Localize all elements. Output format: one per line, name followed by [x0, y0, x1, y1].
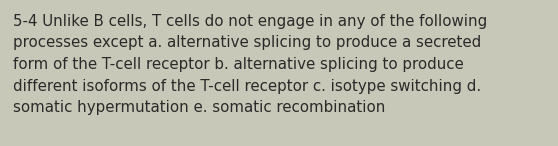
Text: form of the T-cell receptor b. alternative splicing to produce: form of the T-cell receptor b. alternati… [13, 57, 464, 72]
Text: processes except a. alternative splicing to produce a secreted: processes except a. alternative splicing… [13, 35, 481, 51]
Text: somatic hypermutation e. somatic recombination: somatic hypermutation e. somatic recombi… [13, 100, 386, 115]
Text: 5-4 Unlike B cells, T cells do not engage in any of the following: 5-4 Unlike B cells, T cells do not engag… [13, 14, 487, 29]
Text: different isoforms of the T-cell receptor c. isotype switching d.: different isoforms of the T-cell recepto… [13, 79, 481, 93]
